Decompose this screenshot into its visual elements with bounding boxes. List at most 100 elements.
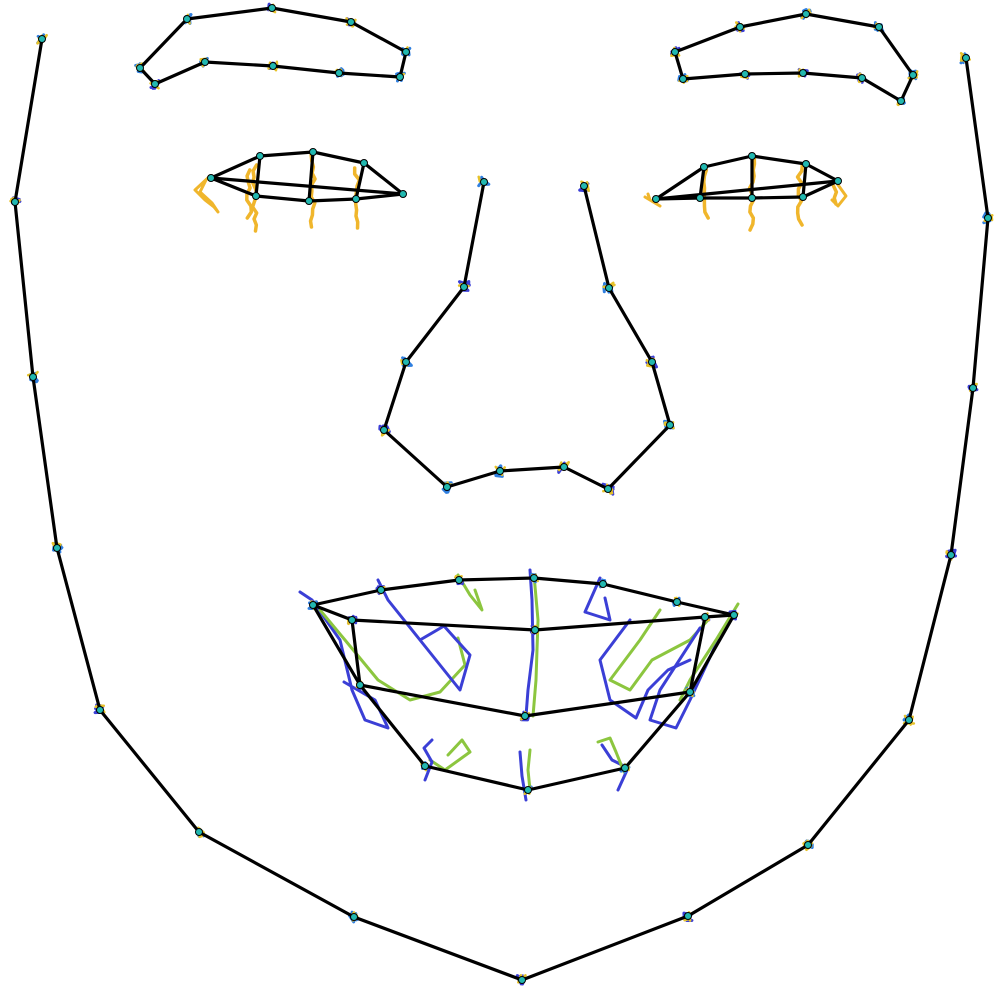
mouth-point-0 [309, 601, 317, 609]
right-eye-point-6 [305, 197, 313, 205]
jaw-point-11 [947, 551, 955, 559]
jaw-point-4 [96, 706, 104, 714]
right-eyebrow-point-6 [335, 69, 343, 77]
mouth-point-3 [530, 574, 538, 582]
left-eyebrow-point-3 [875, 23, 883, 31]
left-eye-rung-0 [698, 165, 706, 200]
right-eye-midline [209, 176, 405, 196]
mouth-point-15 [621, 764, 629, 772]
right-eye-rung-1 [307, 150, 315, 203]
right-eyebrow-point-0 [136, 64, 144, 72]
mouth-outer-top [311, 576, 736, 617]
left-eye-point-5 [799, 193, 807, 201]
right-eye-point-2 [309, 148, 317, 156]
right-eye-rung-2 [354, 161, 366, 201]
left-eye-outline [654, 154, 840, 201]
left-eye-point-3 [802, 160, 810, 168]
right-eye-point-0 [207, 174, 215, 182]
left-eyebrow-point-4 [909, 71, 917, 79]
left-eye-rung-2 [801, 162, 808, 199]
left-eye-point-6 [748, 194, 756, 202]
nose-point-10 [605, 284, 613, 292]
trajectory-traces [9, 2, 994, 986]
right-eyebrow-point-5 [396, 73, 404, 81]
nose-point-9 [648, 358, 656, 366]
right-eyebrow-point-1 [183, 15, 191, 23]
right-eye-outline [209, 150, 405, 203]
nose-bridge-left [582, 184, 611, 290]
jaw-point-10 [905, 716, 913, 724]
landmark-points [11, 4, 992, 984]
mouth-right-edge-inner [688, 615, 707, 694]
nose-point-11 [580, 182, 588, 190]
jaw-point-2 [29, 373, 37, 381]
nose-outline [382, 180, 672, 491]
nose-point-1 [460, 283, 468, 291]
lip-motion-trace-7 [598, 618, 692, 720]
jaw-point-12 [969, 384, 977, 392]
mouth-point-2 [455, 576, 463, 584]
jaw-point-0 [38, 35, 46, 43]
mouth-left-corner-link [311, 603, 354, 622]
left-eye-point-1 [700, 163, 708, 171]
right-eyebrow-point-2 [268, 4, 276, 12]
mouth-point-8 [531, 626, 539, 634]
lip-motion-trace-4 [524, 568, 535, 718]
mouth-point-9 [701, 613, 709, 621]
nose-point-5 [496, 467, 504, 475]
left-eyebrow-point-9 [679, 75, 687, 83]
jaw-point-14 [962, 54, 970, 62]
left-eyebrow-point-6 [858, 74, 866, 82]
left-eyebrow-point-1 [736, 23, 744, 31]
right-eye-point-5 [352, 195, 360, 203]
left-eyebrow-point-2 [802, 10, 810, 18]
lip-motion-trace-10 [678, 602, 740, 702]
left-eye-corner-trace [643, 192, 662, 208]
right-eye-corner-trace [193, 174, 220, 214]
mouth-point-13 [421, 762, 429, 770]
mouth-right-outer-edge [688, 613, 736, 694]
left-eyebrow-point-8 [741, 70, 749, 78]
right-eye-point-3 [360, 159, 368, 167]
eye-blink-trace-6 [795, 163, 805, 227]
right-eye-point-7 [252, 192, 260, 200]
jaw-point-13 [984, 214, 992, 222]
lip-motion-trace-8 [608, 608, 710, 692]
right-eye-point-4 [399, 190, 407, 198]
left-eye-point-7 [696, 194, 704, 202]
mouth-point-11 [521, 712, 529, 720]
mouth-right-corner-link [703, 613, 736, 619]
mouth-point-12 [686, 688, 694, 696]
mouth-point-5 [673, 598, 681, 606]
right-eye-point-1 [256, 152, 264, 160]
lip-motion-trace-13 [526, 748, 532, 792]
mouth-left-edge-inner [350, 618, 362, 687]
mouth-left-edge-lower [358, 683, 427, 768]
right-eyebrow-outline [138, 6, 408, 86]
lip-motion-trace-12 [422, 738, 434, 782]
left-eye-midline [654, 179, 840, 201]
right-eyebrow-point-7 [269, 62, 277, 70]
jaw-point-1 [11, 198, 19, 206]
lip-motion-trace-5 [531, 573, 540, 718]
right-eyebrow-point-8 [201, 58, 209, 66]
right-eyebrow-point-3 [347, 18, 355, 26]
nose-point-3 [380, 426, 388, 434]
nose-point-6 [560, 463, 568, 471]
landmark-mesh [13, 6, 990, 982]
mouth-point-14 [524, 786, 532, 794]
jaw-point-5 [195, 828, 203, 836]
mouth-point-1 [377, 586, 385, 594]
left-eye-point-0 [652, 195, 660, 203]
mouth-right-edge-lower [623, 690, 692, 770]
jaw-point-8 [684, 912, 692, 920]
left-eye-point-2 [748, 152, 756, 160]
lip-motion-trace-3 [456, 573, 484, 612]
left-eye-outer-trace [830, 180, 848, 208]
nose-point-7 [604, 485, 612, 493]
left-eyebrow-point-7 [799, 69, 807, 77]
mouth-point-10 [356, 681, 364, 689]
mouth-point-6 [730, 611, 738, 619]
left-eyebrow-point-0 [671, 48, 679, 56]
